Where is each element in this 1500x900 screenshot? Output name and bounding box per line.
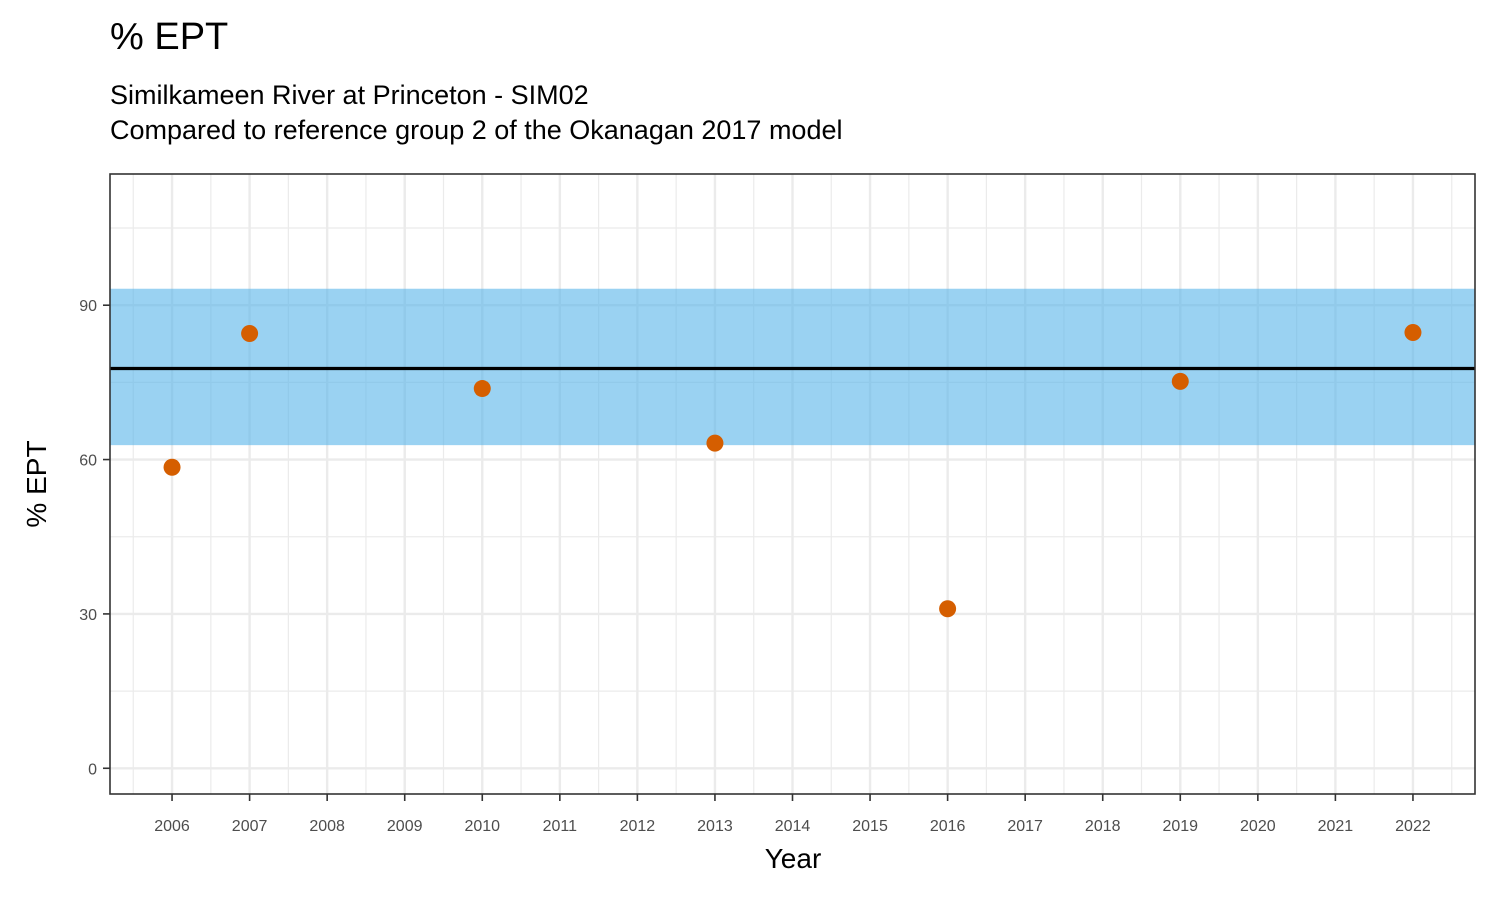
y-axis-title: % EPT [21, 440, 52, 527]
x-tick-label: 2011 [543, 818, 578, 835]
x-tick-label: 2014 [775, 818, 811, 835]
x-tick-label: 2020 [1240, 818, 1276, 835]
data-point [241, 325, 259, 343]
y-tick-label: 30 [79, 607, 97, 624]
x-tick-label: 2010 [464, 818, 500, 835]
data-point [706, 434, 724, 452]
x-tick-label: 2019 [1162, 818, 1198, 835]
x-tick-label: 2015 [852, 818, 888, 835]
data-point [939, 600, 957, 618]
data-point [473, 380, 491, 398]
x-tick-label: 2022 [1395, 818, 1431, 835]
x-tick-label: 2021 [1318, 818, 1354, 835]
axes: 2006 2007 2008 2009 2010 2011 2012 2013 2014 2015… [79, 173, 1476, 835]
y-tick-label: 0 [88, 761, 97, 778]
x-axis-title: Year [765, 843, 822, 874]
data-point [1404, 323, 1422, 341]
chart-subtitle-site: Similkameen River at Princeton - SIM02 [110, 80, 589, 110]
chart-subtitle-reference: Compared to reference group 2 of the Oka… [110, 115, 843, 145]
x-tick-label: 2016 [930, 818, 966, 835]
data-point [1171, 372, 1189, 390]
x-tick-label: 2008 [309, 818, 345, 835]
reference-band-layer [110, 288, 1475, 446]
grid [110, 174, 1475, 794]
y-tick-label: 60 [79, 453, 97, 470]
x-tick-label: 2012 [620, 818, 656, 835]
x-tick-label: 2009 [387, 818, 423, 835]
data-points [163, 323, 1422, 618]
x-tick-label: 2017 [1007, 818, 1043, 835]
x-tick-label: 2018 [1085, 818, 1121, 835]
x-tick-label: 2006 [154, 818, 190, 835]
y-tick-label: 90 [79, 298, 97, 315]
x-tick-label: 2007 [232, 818, 268, 835]
data-point [163, 458, 181, 476]
chart-title: % EPT [110, 16, 229, 58]
x-tick-label: 2013 [697, 818, 733, 835]
